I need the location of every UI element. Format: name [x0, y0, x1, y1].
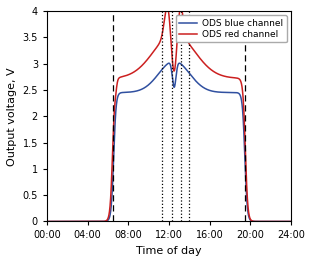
- ODS red channel: [288, 220, 292, 223]
- Line: ODS red channel: ODS red channel: [47, 7, 291, 221]
- ODS blue channel: [226, 91, 230, 94]
- ODS red channel: [190, 45, 193, 49]
- ODS blue channel: [45, 220, 49, 223]
- Legend: ODS blue channel, ODS red channel: ODS blue channel, ODS red channel: [176, 16, 287, 43]
- ODS blue channel: [190, 74, 193, 78]
- ODS red channel: [45, 220, 49, 223]
- ODS red channel: [289, 220, 293, 223]
- ODS blue channel: [289, 220, 293, 223]
- Y-axis label: Output voltage, V: Output voltage, V: [7, 67, 17, 165]
- ODS blue channel: [57, 220, 61, 223]
- ODS red channel: [165, 6, 169, 9]
- ODS blue channel: [200, 85, 204, 88]
- ODS blue channel: [288, 220, 291, 223]
- ODS red channel: [57, 220, 61, 223]
- ODS blue channel: [239, 97, 243, 100]
- Line: ODS blue channel: ODS blue channel: [47, 63, 291, 221]
- ODS red channel: [200, 59, 204, 63]
- ODS red channel: [134, 69, 137, 73]
- X-axis label: Time of day: Time of day: [136, 246, 202, 256]
- ODS red channel: [239, 81, 243, 84]
- ODS blue channel: [134, 90, 137, 93]
- ODS blue channel: [167, 62, 171, 65]
- ODS red channel: [226, 75, 230, 79]
